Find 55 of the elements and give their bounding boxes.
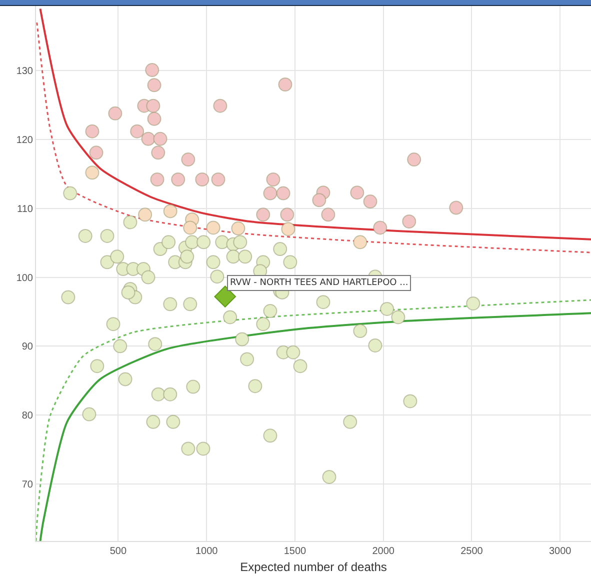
point <box>373 220 388 235</box>
point <box>353 235 368 250</box>
x-tick-label: 2000 <box>372 546 395 557</box>
point <box>181 152 196 167</box>
point <box>402 214 416 229</box>
point <box>281 222 296 236</box>
point <box>213 98 228 113</box>
y-tick-label: 90 <box>22 342 34 353</box>
y-tick-label: 70 <box>22 479 34 490</box>
point <box>171 172 186 187</box>
point <box>145 63 160 78</box>
point <box>449 200 464 215</box>
point <box>85 124 100 138</box>
point <box>276 186 290 200</box>
x-tick-label: 1500 <box>284 546 306 557</box>
y-tick-label: 120 <box>16 135 34 146</box>
point <box>85 166 100 180</box>
point <box>312 193 326 208</box>
point <box>211 172 226 187</box>
point <box>195 172 210 187</box>
point <box>163 204 178 218</box>
point <box>266 172 280 187</box>
point <box>89 146 104 160</box>
point <box>138 208 152 222</box>
x-tick-label: 3000 <box>548 546 572 557</box>
point <box>206 220 220 235</box>
x-axis-title: Expected number of deaths <box>240 560 387 574</box>
point <box>141 132 156 146</box>
point <box>407 152 422 167</box>
x-tick-label: 500 <box>110 546 127 557</box>
x-tick-label: 2500 <box>460 546 484 557</box>
y-tick-label: 100 <box>16 272 34 284</box>
point <box>130 124 144 138</box>
point <box>256 208 270 222</box>
point <box>147 78 162 92</box>
point <box>278 77 292 92</box>
point <box>280 208 294 222</box>
point <box>263 186 278 200</box>
annotation: RVW - NORTH TEES AND HARTLEPOO ... <box>230 278 408 288</box>
point <box>363 194 378 209</box>
point <box>214 286 236 308</box>
point <box>108 106 122 120</box>
y-tick-label: 80 <box>22 410 34 422</box>
x-tick-label: 1000 <box>195 546 218 557</box>
y-tick-label: 110 <box>17 204 34 215</box>
point <box>321 208 336 222</box>
point <box>231 221 246 236</box>
point <box>147 112 162 126</box>
point <box>146 98 160 113</box>
y-tick-label: 130 <box>16 66 34 78</box>
point <box>150 172 164 187</box>
point <box>153 132 168 146</box>
point <box>350 186 364 200</box>
point <box>151 146 166 160</box>
point <box>183 220 198 235</box>
